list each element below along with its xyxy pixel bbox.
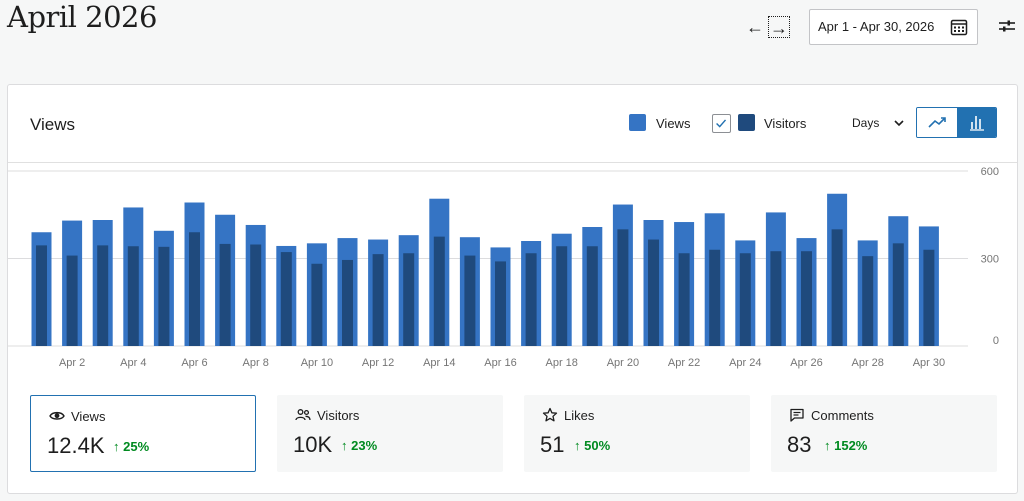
card-divider: [8, 162, 1017, 163]
bar-visitors[interactable]: [311, 263, 323, 346]
bar-visitors[interactable]: [342, 259, 353, 346]
x-tick-label: Apr 14: [423, 357, 455, 369]
stat-label: Views: [71, 409, 106, 424]
x-tick-label: Apr 22: [668, 357, 700, 369]
visitors-checkbox[interactable]: [712, 114, 731, 133]
bar-visitors[interactable]: [709, 249, 721, 346]
x-tick-label: Apr 4: [120, 357, 146, 369]
y-tick-label: 0: [993, 335, 999, 347]
stat-likes[interactable]: Likes 51 ↑ 50%: [524, 395, 750, 472]
checkmark-icon: [716, 119, 727, 128]
stat-change: ↑ 152%: [824, 438, 868, 453]
legend-label-visitors: Visitors: [764, 116, 807, 131]
stat-label: Comments: [811, 408, 874, 423]
bar-visitors[interactable]: [831, 229, 843, 346]
stat-value: 51: [540, 432, 565, 457]
bar-visitors[interactable]: [66, 255, 78, 346]
y-tick-label: 600: [981, 166, 999, 178]
x-tick-label: Apr 16: [484, 357, 516, 369]
bar-visitors[interactable]: [556, 246, 568, 346]
bar-visitors[interactable]: [36, 245, 47, 346]
bar-visitors[interactable]: [433, 236, 445, 346]
x-tick-label: Apr 30: [913, 357, 945, 369]
stat-label: Visitors: [317, 408, 360, 423]
stat-views[interactable]: Views 12.4K ↑ 25%: [30, 395, 256, 472]
eye-icon: [49, 411, 65, 420]
y-tick-label: 300: [981, 254, 999, 266]
card-title: Views: [30, 115, 76, 134]
x-tick-label: Apr 8: [243, 357, 269, 369]
page-title: April 2026: [7, 0, 157, 34]
stat-visitors[interactable]: Visitors 10K ↑ 23%: [277, 395, 503, 472]
bar-visitors[interactable]: [495, 261, 506, 346]
views-bar-chart: 0 300 600 Apr 2 Apr 4 Apr 6 Apr 8 Apr 10 Apr 12 A…: [8, 166, 999, 369]
legend-swatch-visitors: [738, 114, 755, 131]
settings-sliders-icon[interactable]: [998, 17, 1016, 35]
chart-type-toggle: [916, 107, 997, 138]
bar-visitors[interactable]: [678, 253, 690, 346]
bar-visitors[interactable]: [250, 244, 262, 347]
calendar-icon: [950, 19, 968, 36]
stat-change: ↑ 50%: [574, 438, 611, 453]
x-tick-label: Apr 24: [729, 357, 761, 369]
period-select[interactable]: Days: [852, 116, 904, 130]
x-tick-label: Apr 6: [181, 357, 207, 369]
bar-visitors[interactable]: [801, 251, 812, 346]
bar-visitors[interactable]: [892, 243, 904, 346]
bar-visitors[interactable]: [862, 256, 874, 346]
comment-icon: [790, 408, 804, 422]
x-tick-label: Apr 26: [790, 357, 822, 369]
views-card: Views Views Visitors Days 0 300 600 Apr 2 Ap…: [7, 84, 1018, 494]
bar-visitors[interactable]: [525, 253, 537, 346]
stat-change: ↑ 25%: [113, 439, 150, 454]
stat-change: ↑ 23%: [341, 438, 378, 453]
bar-visitors[interactable]: [464, 255, 476, 346]
next-period-button[interactable]: →: [768, 16, 790, 38]
stat-label: Likes: [564, 408, 595, 423]
period-select-label: Days: [852, 116, 880, 130]
bar-chart-icon: [970, 116, 984, 131]
bar-visitors[interactable]: [617, 229, 629, 346]
x-tick-label: Apr 2: [59, 357, 85, 369]
star-icon: [542, 407, 558, 422]
x-tick-label: Apr 18: [545, 357, 577, 369]
previous-period-button[interactable]: ←: [746, 17, 764, 37]
bar-visitors[interactable]: [403, 253, 415, 346]
bar-visitors[interactable]: [189, 232, 200, 346]
bar-visitors[interactable]: [648, 239, 659, 346]
date-range-picker[interactable]: Apr 1 - Apr 30, 2026: [809, 9, 978, 45]
x-tick-label: Apr 28: [851, 357, 883, 369]
bar-visitors[interactable]: [97, 245, 109, 346]
legend-swatch-views: [629, 114, 646, 131]
bar-visitors[interactable]: [127, 246, 139, 346]
bar-visitors[interactable]: [923, 249, 935, 346]
date-range-label: Apr 1 - Apr 30, 2026: [818, 19, 935, 34]
x-tick-label: Apr 12: [362, 357, 394, 369]
bar-visitors[interactable]: [372, 254, 384, 346]
bar-visitors[interactable]: [586, 246, 598, 346]
bar-visitors[interactable]: [219, 243, 231, 346]
line-chart-button[interactable]: [917, 108, 957, 137]
bar-visitors[interactable]: [280, 252, 292, 346]
line-chart-icon: [928, 117, 946, 128]
chevron-down-icon: [894, 120, 904, 127]
legend-label-views: Views: [656, 116, 691, 131]
bar-visitors[interactable]: [770, 251, 782, 346]
stat-value: 12.4K: [47, 433, 105, 458]
stat-value: 83: [787, 432, 812, 457]
bar-visitors[interactable]: [739, 253, 751, 346]
people-icon: [295, 409, 311, 421]
bar-chart-button[interactable]: [957, 108, 996, 137]
stat-comments[interactable]: Comments 83 ↑ 152%: [771, 395, 997, 472]
stat-value: 10K: [293, 432, 333, 457]
x-tick-label: Apr 10: [301, 357, 333, 369]
bar-visitors[interactable]: [158, 246, 170, 346]
x-tick-label: Apr 20: [607, 357, 639, 369]
